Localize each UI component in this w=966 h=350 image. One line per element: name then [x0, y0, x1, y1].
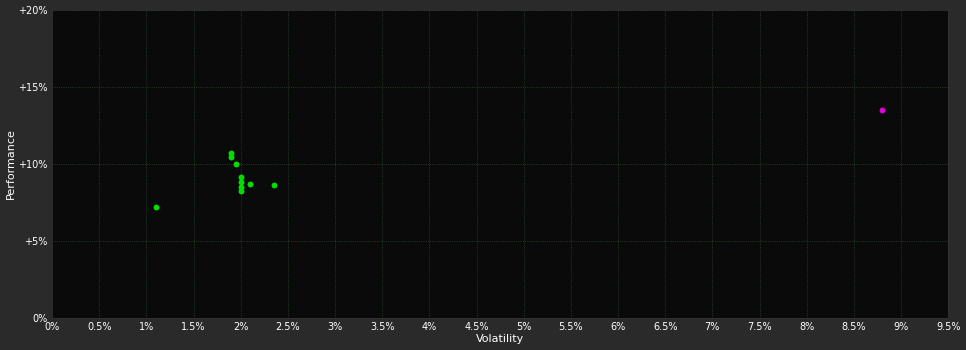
- Point: [223, 150, 239, 155]
- Point: [148, 204, 163, 209]
- Point: [228, 161, 243, 166]
- X-axis label: Volatility: Volatility: [476, 335, 525, 344]
- Point: [233, 179, 248, 185]
- Point: [233, 175, 248, 180]
- Point: [223, 155, 239, 160]
- Point: [242, 181, 258, 186]
- Point: [874, 107, 890, 112]
- Point: [233, 184, 248, 189]
- Point: [266, 182, 281, 188]
- Point: [233, 188, 248, 194]
- Y-axis label: Performance: Performance: [6, 128, 15, 199]
